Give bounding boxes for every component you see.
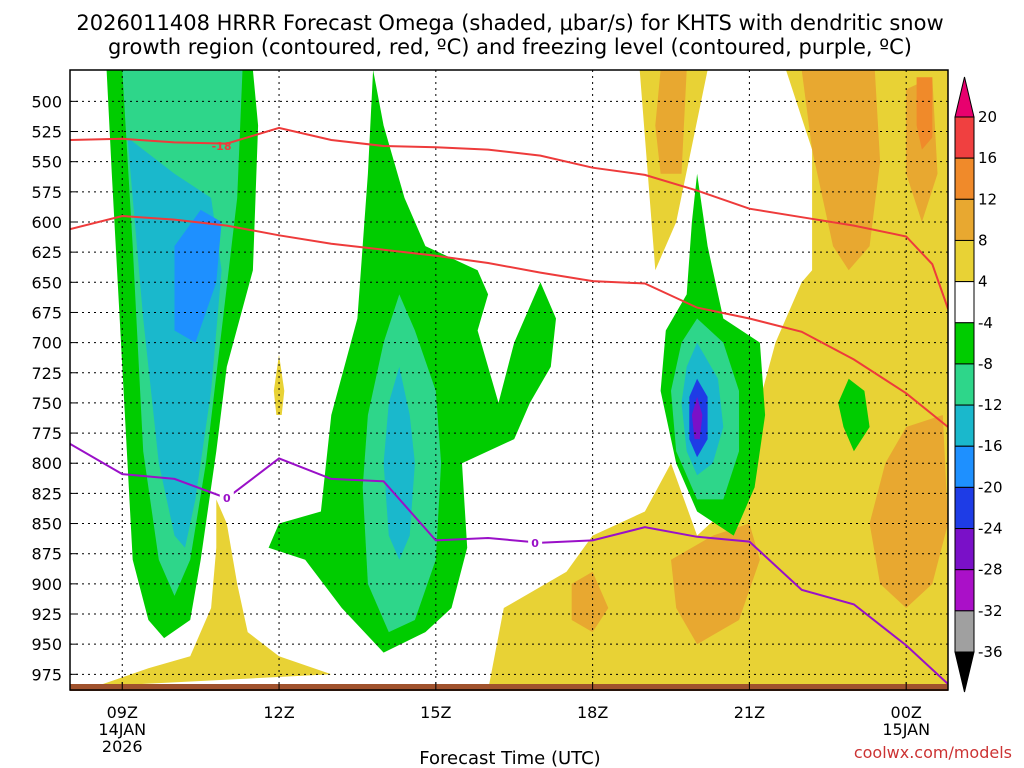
y-tick-label: 575 [31, 183, 62, 202]
plot-frame [69, 69, 949, 691]
colorbar-level-label: -12 [978, 396, 1003, 414]
afternoon-descent-8-1 [655, 70, 687, 174]
morning-ascent--20-3 [174, 209, 222, 343]
y-tick-label: 975 [31, 665, 62, 684]
colorbar-segment [954, 404, 975, 447]
y-tick-label: 925 [31, 605, 62, 624]
colorbar-level-label: 20 [978, 108, 997, 126]
colorbar-segment [954, 322, 975, 365]
colorbar-segment [954, 486, 975, 530]
x-tick-label: 18Z [577, 703, 608, 722]
dgz-contour-label: -18 [212, 140, 232, 153]
colorbar-level-label: 16 [978, 149, 997, 167]
colorbar-overflow-triangle [954, 76, 975, 118]
colorbar-segment [954, 239, 975, 283]
afternoon-descent-8-2 [801, 70, 881, 271]
midday-ascent--16-6 [383, 366, 415, 560]
freezing-label-bg [528, 534, 543, 549]
y-tick-label: 775 [31, 424, 62, 443]
ground-surface [70, 684, 948, 691]
freezing-level-contour [70, 443, 948, 685]
x-tick-label: 21Z [734, 703, 765, 722]
morning-descent-4-8 [96, 499, 332, 687]
credit-link[interactable]: coolwx.com/models [854, 743, 1012, 762]
x-tick-label: 12Z [263, 703, 294, 722]
y-axis: 500 525 550 575 600 625 650 675 700 725 750 775 800 8… [31, 92, 78, 684]
y-tick-label: 600 [31, 213, 62, 232]
x-tick-label: 15JAN [882, 720, 930, 739]
x-tick-label: 2026 [102, 737, 143, 756]
freezing-label-bg [219, 490, 234, 505]
x-tick-label: 09Z [107, 703, 138, 722]
y-tick-label: 875 [31, 545, 62, 564]
colorbar-segment [954, 569, 975, 612]
colorbar-level-label: 4 [978, 273, 988, 291]
chart-title-line-1: 2026011408 HRRR Forecast Omega (shaded, … [76, 11, 943, 35]
chart-title-line-2: growth region (contoured, red, ºC) and f… [108, 35, 912, 59]
colorbar-level-label: -4 [978, 314, 993, 332]
plot-area: -18 0 0 [69, 69, 949, 691]
freezing-contour-label: 0 [223, 492, 231, 505]
dendritic-growth-contour-1 [70, 214, 948, 428]
y-tick-label: 525 [31, 123, 62, 142]
y-tick-label: 950 [31, 635, 62, 654]
y-tick-label: 550 [31, 153, 62, 172]
y-tick-label: 700 [31, 334, 62, 353]
colorbar-segment [954, 157, 975, 200]
y-tick-label: 650 [31, 273, 62, 292]
y-tick-label: 850 [31, 515, 62, 534]
x-tick-label: 14JAN [98, 720, 146, 739]
colorbar-segment [954, 610, 975, 653]
colorbar-level-label: -28 [978, 561, 1003, 579]
afternoon-descent-8-6 [571, 571, 609, 633]
colorbar-level-label: -24 [978, 520, 1003, 538]
freezing-contour-label: 0 [531, 537, 539, 550]
colorbar-segment [954, 445, 975, 488]
y-tick-label: 725 [31, 364, 62, 383]
evening-ascent--8-12 [838, 378, 870, 452]
colorbar-level-label: 8 [978, 231, 988, 249]
y-tick-label: 750 [31, 394, 62, 413]
y-tick-label: 675 [31, 303, 62, 322]
afternoon-ascent--28-11 [691, 396, 703, 440]
y-tick-label: 825 [31, 484, 62, 503]
colorbar-level-label: -20 [978, 478, 1003, 496]
y-tick-label: 500 [31, 92, 62, 111]
colorbar-segment [954, 116, 975, 159]
colorbar-level-label: -8 [978, 355, 993, 373]
contour-layer: -18 0 0 [70, 126, 948, 685]
y-tick-label: 625 [31, 243, 62, 262]
dendritic-growth-contour-0 [70, 126, 948, 310]
colorbar: 20 16 12 8 4 -4 -8 -12 -16 -20 -24 -28 -32 -36 [954, 76, 1003, 693]
x-tick-label: 15Z [420, 703, 451, 722]
colorbar-level-label: -36 [978, 643, 1003, 661]
grid-layer [70, 70, 948, 690]
x-tick-label: 00Z [891, 703, 922, 722]
colorbar-segment [954, 363, 975, 406]
y-tick-label: 800 [31, 454, 62, 473]
y-tick-label: 900 [31, 575, 62, 594]
colorbar-segment [954, 198, 975, 241]
colorbar-segment [954, 528, 975, 571]
colorbar-underflow-triangle [954, 651, 975, 693]
colorbar-level-label: 12 [978, 190, 997, 208]
morning-descent-4-9 [273, 354, 285, 415]
x-axis-title: Forecast Time (UTC) [419, 748, 600, 768]
colorbar-level-label: -16 [978, 437, 1003, 455]
colorbar-segment [954, 281, 975, 324]
colorbar-level-label: -32 [978, 602, 1003, 620]
